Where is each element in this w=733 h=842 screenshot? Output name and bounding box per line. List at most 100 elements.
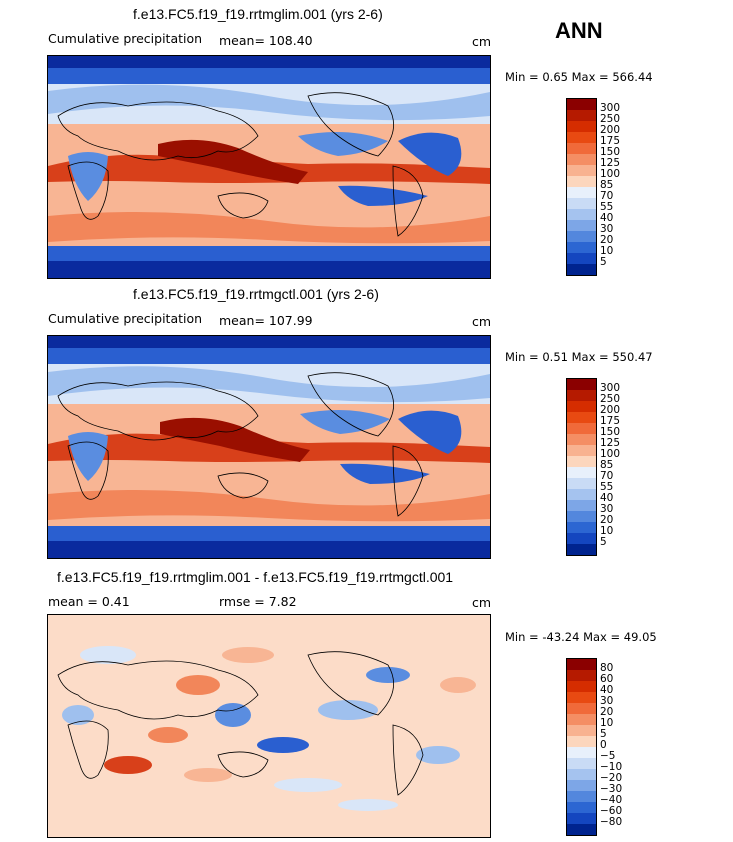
panel1-atlantic-dry [398,132,462,176]
colorbar-tick-label: 125 [600,157,621,169]
panel3-colorbar [566,658,597,836]
panel1-subtropical-dry-south [338,185,428,206]
colorbar-swatch [567,791,596,802]
colorbar-tick-label: 5 [600,536,607,548]
colorbar-tick-label: 5 [600,256,607,268]
colorbar-tick-label: 40 [600,492,614,504]
colorbar-swatch [567,681,596,692]
colorbar-swatch [567,813,596,824]
colorbar-swatch [567,253,596,264]
panel3-units: cm [472,595,492,610]
colorbar-swatch [567,264,596,275]
colorbar-tick-label: 150 [600,426,621,438]
colorbar-tick-label: 250 [600,113,621,125]
colorbar-swatch [567,533,596,544]
colorbar-tick-label: 80 [600,662,614,674]
colorbar-swatch [567,198,596,209]
panel3-coastlines [57,651,424,796]
colorbar-swatch [567,824,596,835]
colorbar-swatch [567,154,596,165]
panel2-storm-track-north [48,366,490,403]
colorbar-swatch [567,165,596,176]
colorbar-swatch [567,456,596,467]
colorbar-tick-label: 175 [600,415,621,427]
colorbar-tick-label: 10 [600,525,614,537]
colorbar-tick-label: −60 [600,805,623,817]
panel2-mean: mean= 107.99 [219,313,313,328]
colorbar-tick-label: 20 [600,706,614,718]
colorbar-swatch [567,478,596,489]
season-label: ANN [555,18,603,43]
colorbar-swatch [567,379,596,390]
colorbar-tick-label: 30 [600,223,614,235]
panel3-colorbar-labels: 80 60 40 30 20 10 5 0 −5 −10 −20 −30 −40 −60 −80 [600,658,640,834]
colorbar-swatch [567,401,596,412]
colorbar-tick-label: 70 [600,470,614,482]
colorbar-swatch [567,220,596,231]
panel1-colorbar [566,98,597,276]
colorbar-swatch [567,231,596,242]
colorbar-tick-label: 175 [600,135,621,147]
colorbar-swatch [567,445,596,456]
colorbar-tick-label: 55 [600,481,614,493]
colorbar-tick-label: 20 [600,234,614,246]
colorbar-tick-label: 125 [600,437,621,449]
colorbar-swatch [567,242,596,253]
panel1-map-plot [48,56,490,278]
panel1-coastlines [57,92,424,237]
panel3-rmse: rmse = 7.82 [219,594,297,609]
panel1-variable: Cumulative precipitation [48,31,203,46]
colorbar-swatch [567,780,596,791]
colorbar-tick-label: −40 [600,794,623,806]
colorbar-swatch [567,434,596,445]
panel1-title: f.e13.FC5.f19_f19.rrtmglim.001 (yrs 2-6) [133,6,383,22]
colorbar-tick-label: 85 [600,179,614,191]
panel1-colorbar-swatches [566,98,597,276]
colorbar-tick-label: −10 [600,761,623,773]
panel1-map [47,55,491,279]
panel2-variable: Cumulative precipitation [48,311,203,326]
panel1-storm-track-south [48,212,490,244]
panel2-units: cm [472,314,492,329]
panel2-subtropical-dry-north [300,410,390,434]
colorbar-tick-label: 100 [600,168,621,180]
colorbar-tick-label: −5 [600,750,616,762]
colorbar-tick-label: 70 [600,190,614,202]
colorbar-tick-label: 200 [600,404,621,416]
colorbar-swatch [567,714,596,725]
colorbar-tick-label: 30 [600,503,614,515]
panel1-minmax: Min = 0.65 Max = 566.44 [505,70,653,84]
panel1-units: cm [472,34,492,49]
colorbar-swatch [567,758,596,769]
colorbar-swatch [567,500,596,511]
colorbar-swatch [567,659,596,670]
colorbar-swatch [567,423,596,434]
colorbar-tick-label: 10 [600,245,614,257]
panel1-subtropical-dry-north [298,132,388,156]
colorbar-tick-label: −20 [600,772,623,784]
panel1-mean: mean= 108.40 [219,33,313,48]
colorbar-swatch [567,187,596,198]
panel3-colorbar-swatches [566,658,597,836]
colorbar-swatch [567,143,596,154]
panel2-atlantic-dry [398,410,462,454]
colorbar-swatch [567,703,596,714]
panel1-warm-pool [158,139,308,184]
colorbar-tick-label: 60 [600,673,614,685]
colorbar-swatch [567,489,596,500]
colorbar-swatch [567,544,596,555]
colorbar-tick-label: 0 [600,739,607,751]
colorbar-swatch [567,692,596,703]
colorbar-swatch [567,209,596,220]
panel3-anomaly-blobs [62,646,476,811]
panel3-minmax: Min = -43.24 Max = 49.05 [505,630,657,644]
colorbar-tick-label: 5 [600,728,607,740]
colorbar-swatch [567,725,596,736]
colorbar-tick-label: 10 [600,717,614,729]
colorbar-tick-label: 300 [600,102,621,114]
colorbar-swatch [567,522,596,533]
panel1-colorbar-labels: 300 250 200 175 150 125 100 85 70 55 40 30 20 10 5 [600,98,640,274]
panel3-map [47,614,491,838]
colorbar-tick-label: 150 [600,146,621,158]
panel2-minmax: Min = 0.51 Max = 550.47 [505,350,653,364]
